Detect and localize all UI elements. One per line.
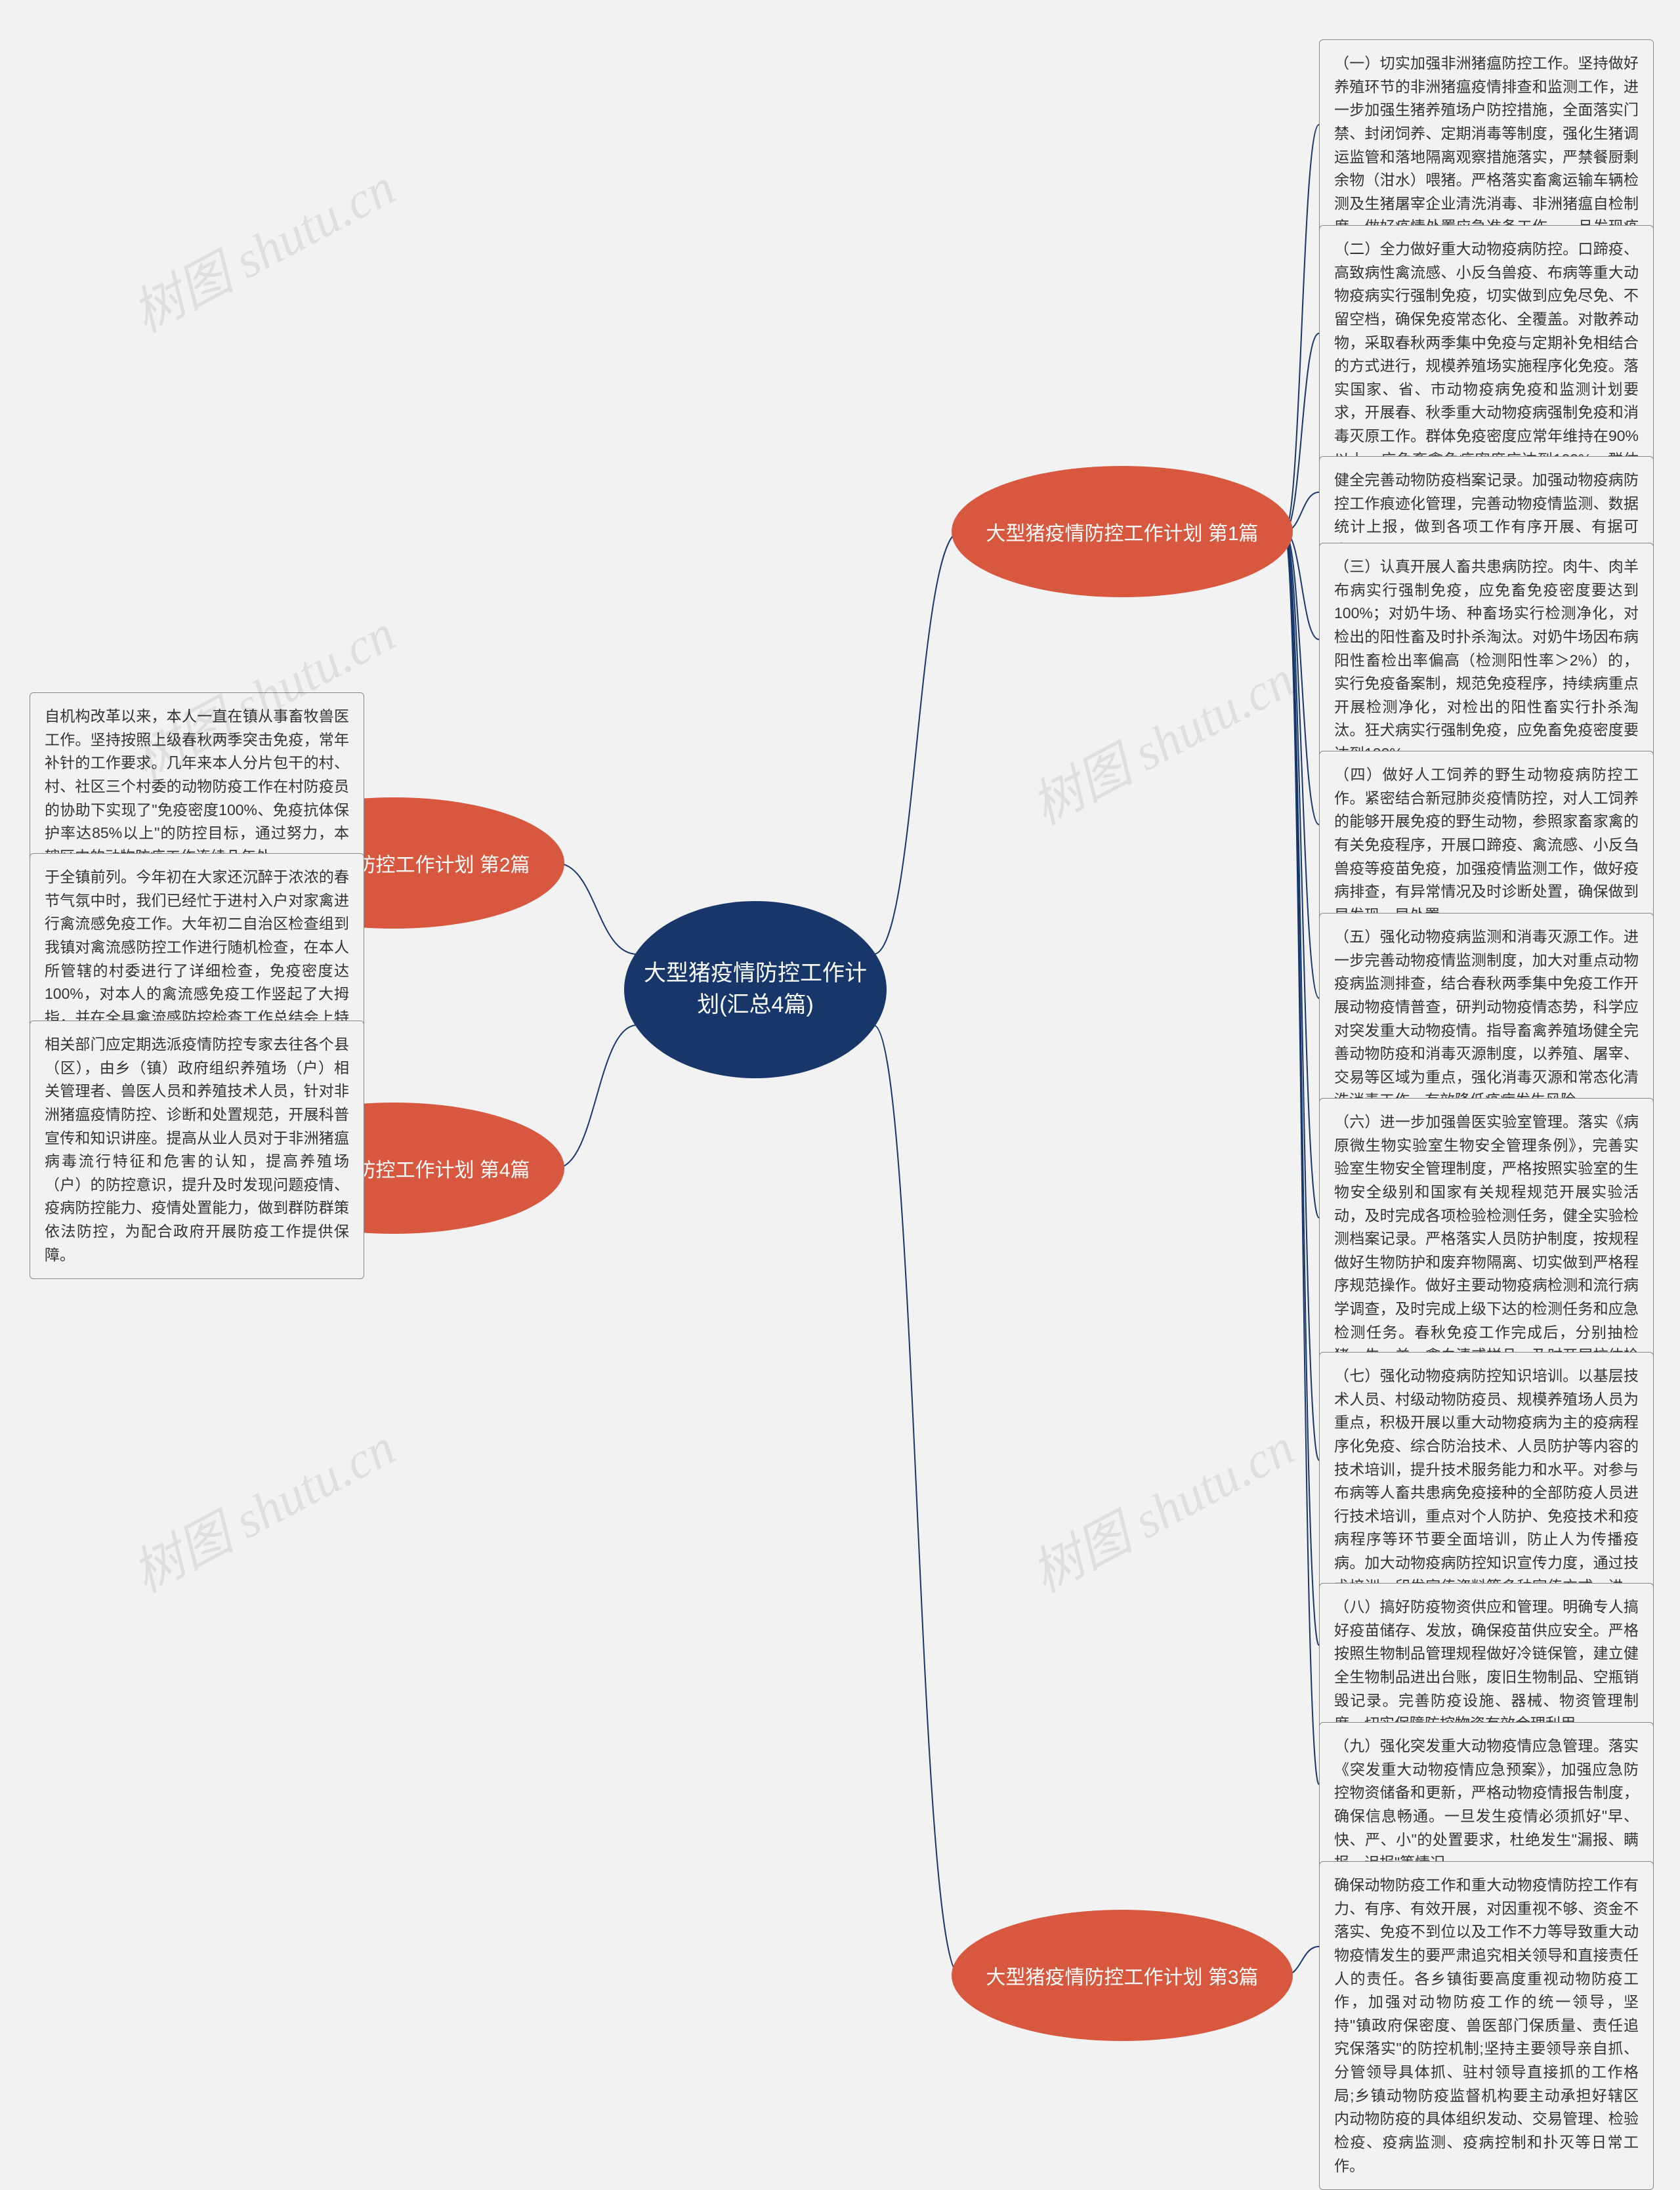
branch-b1: 大型猪疫情防控工作计划 第1篇 — [952, 466, 1293, 597]
leaf-b1-10: 确保动物防疫工作和重大动物疫情防控工作有力、有序、有效开展，对因重视不够、资金不… — [1319, 1861, 1654, 2190]
center-label: 大型猪疫情防控工作计划(汇总4篇) — [637, 958, 873, 1021]
leaf-b4-0: 相关部门应定期选派疫情防控专家去往各个县（区），由乡（镇）政府组织养殖场（户）相… — [30, 1021, 364, 1279]
leaf-b1-3: （三）认真开展人畜共患病防控。肉牛、肉羊布病实行强制免疫，应免畜免疫密度要达到1… — [1319, 543, 1654, 778]
leaf-b1-4: （四）做好人工饲养的野生动物疫病防控工作。紧密结合新冠肺炎疫情防控，对人工饲养的… — [1319, 751, 1654, 939]
branch-label: 大型猪疫情防控工作计划 第3篇 — [986, 1961, 1258, 1990]
leaf-b1-5: （五）强化动物疫病监测和消毒灭源工作。进一步完善动物疫情监测制度，加大对重点动物… — [1319, 913, 1654, 1125]
branch-b3: 大型猪疫情防控工作计划 第3篇 — [952, 1910, 1293, 2041]
center-node: 大型猪疫情防控工作计划(汇总4篇) — [624, 901, 887, 1078]
branch-label: 大型猪疫情防控工作计划 第1篇 — [986, 517, 1258, 546]
